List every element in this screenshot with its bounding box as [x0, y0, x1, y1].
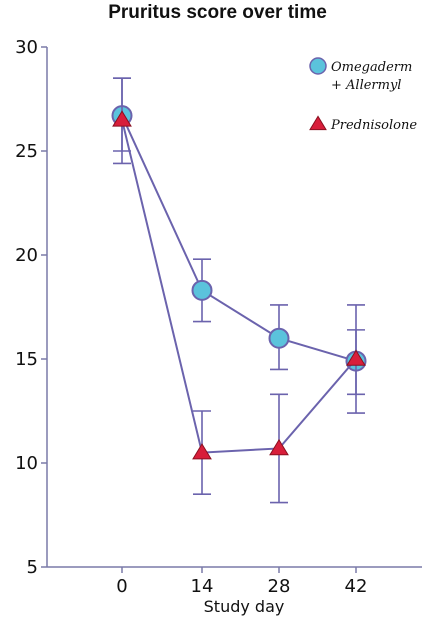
series-line	[121, 115, 357, 363]
data-point-triangle	[192, 443, 212, 460]
x-tick-label: 42	[345, 576, 368, 597]
x-axis-label: Study day	[204, 597, 285, 616]
x-tick-label: 0	[116, 576, 127, 597]
y-tick-label: 10	[15, 453, 38, 474]
chart-axes: 5 10 15 20 25 30 0 14 28 42	[15, 37, 422, 597]
chart-legend: Omegaderm + Allermyl Prednisolone	[309, 57, 417, 133]
legend-label: Omegaderm	[331, 60, 412, 75]
data-point-triangle	[112, 110, 132, 127]
x-tick-label: 14	[191, 576, 214, 597]
series-2	[112, 77, 366, 504]
legend-label: + Allermyl	[331, 78, 401, 93]
y-tick-label: 30	[15, 37, 38, 58]
data-point-circle	[191, 279, 213, 301]
data-point-triangle	[269, 438, 289, 456]
legend-marker-triangle	[309, 115, 327, 131]
chart-series	[111, 77, 367, 504]
data-point-circle	[268, 327, 290, 349]
y-tick-label: 20	[15, 245, 38, 266]
legend-label: Prednisolone	[330, 118, 417, 133]
series-line	[121, 119, 357, 454]
y-tick-label: 25	[15, 141, 38, 162]
x-tick-label: 28	[268, 576, 291, 597]
data-point-triangle	[346, 349, 366, 366]
chart-title: Pruritus score over time	[108, 2, 327, 23]
y-tick-label: 15	[15, 349, 38, 370]
legend-marker-circle	[309, 57, 327, 75]
y-tick-label: 5	[27, 557, 38, 578]
